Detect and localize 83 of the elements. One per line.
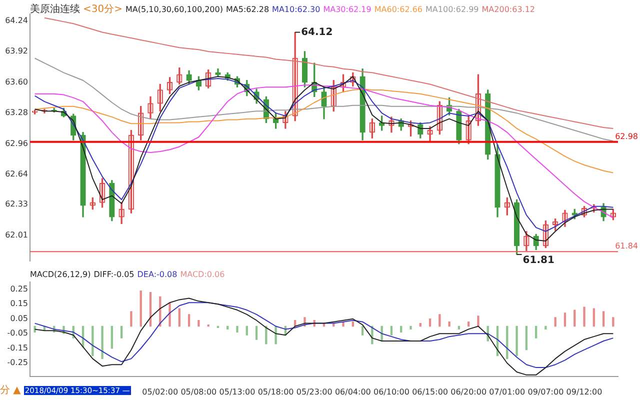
x-tick-label: 05/08:00 bbox=[180, 387, 217, 396]
bar bbox=[168, 302, 171, 327]
bar bbox=[419, 322, 422, 327]
bar bbox=[400, 326, 402, 332]
y-tick-label: 0.25 bbox=[10, 284, 28, 294]
bar bbox=[554, 317, 556, 327]
bar bbox=[255, 326, 258, 340]
bar bbox=[592, 308, 595, 327]
x-tick-label: 06/20:00 bbox=[450, 387, 487, 396]
bar bbox=[246, 326, 248, 336]
bar bbox=[130, 311, 132, 327]
y-tick-label: 63.60 bbox=[5, 77, 28, 86]
bar bbox=[352, 321, 354, 327]
text: DIFF:-0.05 bbox=[94, 270, 134, 279]
bar bbox=[602, 311, 605, 327]
x-tick-label: 09/07:00 bbox=[528, 387, 564, 396]
bar bbox=[274, 326, 277, 344]
bar bbox=[101, 326, 104, 360]
bar bbox=[198, 320, 200, 327]
legend-title: MACD(26,12,9) bbox=[30, 270, 91, 279]
bar bbox=[516, 326, 518, 356]
y-tick-label: 63.28 bbox=[5, 108, 28, 118]
text: MACD:0.06 bbox=[180, 270, 225, 279]
y-tick-label: -0.25 bbox=[7, 358, 28, 368]
bar bbox=[468, 321, 470, 327]
y-tick-label: 0.15 bbox=[10, 299, 28, 308]
bar bbox=[34, 326, 36, 332]
x-tick-label: 05/13:00 bbox=[219, 387, 256, 396]
x-tick-label: 07/01:00 bbox=[489, 387, 526, 396]
y-tick-label: 0.05 bbox=[10, 314, 28, 323]
bar bbox=[612, 317, 614, 327]
bar bbox=[544, 326, 547, 330]
text: MA200:63.12 bbox=[482, 5, 536, 14]
bar bbox=[448, 321, 450, 327]
text: MA100:62.99 bbox=[426, 5, 479, 14]
bar bbox=[188, 314, 190, 327]
chart-title: 美原油连续 bbox=[30, 2, 80, 16]
bar bbox=[438, 314, 441, 327]
bar bbox=[428, 318, 432, 327]
bar bbox=[236, 326, 238, 332]
x-tick-label: 05/23:00 bbox=[296, 387, 332, 396]
bar bbox=[178, 308, 180, 327]
bar bbox=[574, 310, 576, 327]
annotation: 61.81 bbox=[522, 255, 554, 266]
text: 分 ▲ bbox=[0, 384, 21, 397]
y-tick-label: -0.15 bbox=[7, 343, 28, 352]
x-tick-label: 05/02:00 bbox=[142, 387, 178, 396]
x-tick-label: 06/10:00 bbox=[374, 387, 410, 396]
x-tick-label: 09/12:00 bbox=[566, 387, 602, 396]
bar bbox=[583, 306, 586, 327]
bar bbox=[534, 326, 538, 338]
bar bbox=[110, 326, 114, 349]
y-tick-label: 62.96 bbox=[5, 138, 28, 148]
bar bbox=[525, 326, 528, 350]
text: MA60:62.66 bbox=[374, 5, 423, 14]
bar bbox=[140, 290, 142, 327]
x-tick-label: 05/18:00 bbox=[258, 387, 294, 396]
annotation: 64.12 bbox=[301, 26, 333, 38]
x-tick-label: 06/04:00 bbox=[334, 387, 371, 396]
text: MA5:62.28 bbox=[226, 5, 270, 14]
bar bbox=[390, 326, 393, 336]
y-tick-label: -0.05 bbox=[7, 328, 28, 338]
chart-subtitle: <30分> bbox=[83, 3, 122, 16]
bar bbox=[458, 326, 460, 330]
ref-line-label: 62.98 bbox=[615, 132, 638, 142]
text: MA10:62.30 bbox=[272, 5, 320, 14]
legend-title: MA(5,10,30,60,100,200) bbox=[125, 5, 223, 14]
bar bbox=[226, 326, 229, 330]
bar bbox=[207, 324, 210, 327]
bar bbox=[361, 326, 364, 336]
text: DEA:-0.08 bbox=[137, 270, 178, 279]
ref-line-label: 61.84 bbox=[615, 242, 638, 251]
bar bbox=[410, 326, 412, 330]
y-tick-label: 62.64 bbox=[5, 170, 28, 179]
x-tick-label: 06/15:00 bbox=[412, 387, 448, 396]
y-tick-label: 62.01 bbox=[5, 230, 28, 240]
y-tick-label: 63.92 bbox=[5, 46, 28, 56]
text: MA30:62.19 bbox=[323, 5, 372, 14]
y-tick-label: 62.33 bbox=[5, 200, 28, 209]
y-tick-label: 64.24 bbox=[5, 16, 28, 25]
bar bbox=[477, 316, 480, 327]
bar bbox=[564, 312, 566, 327]
bar bbox=[120, 326, 123, 338]
